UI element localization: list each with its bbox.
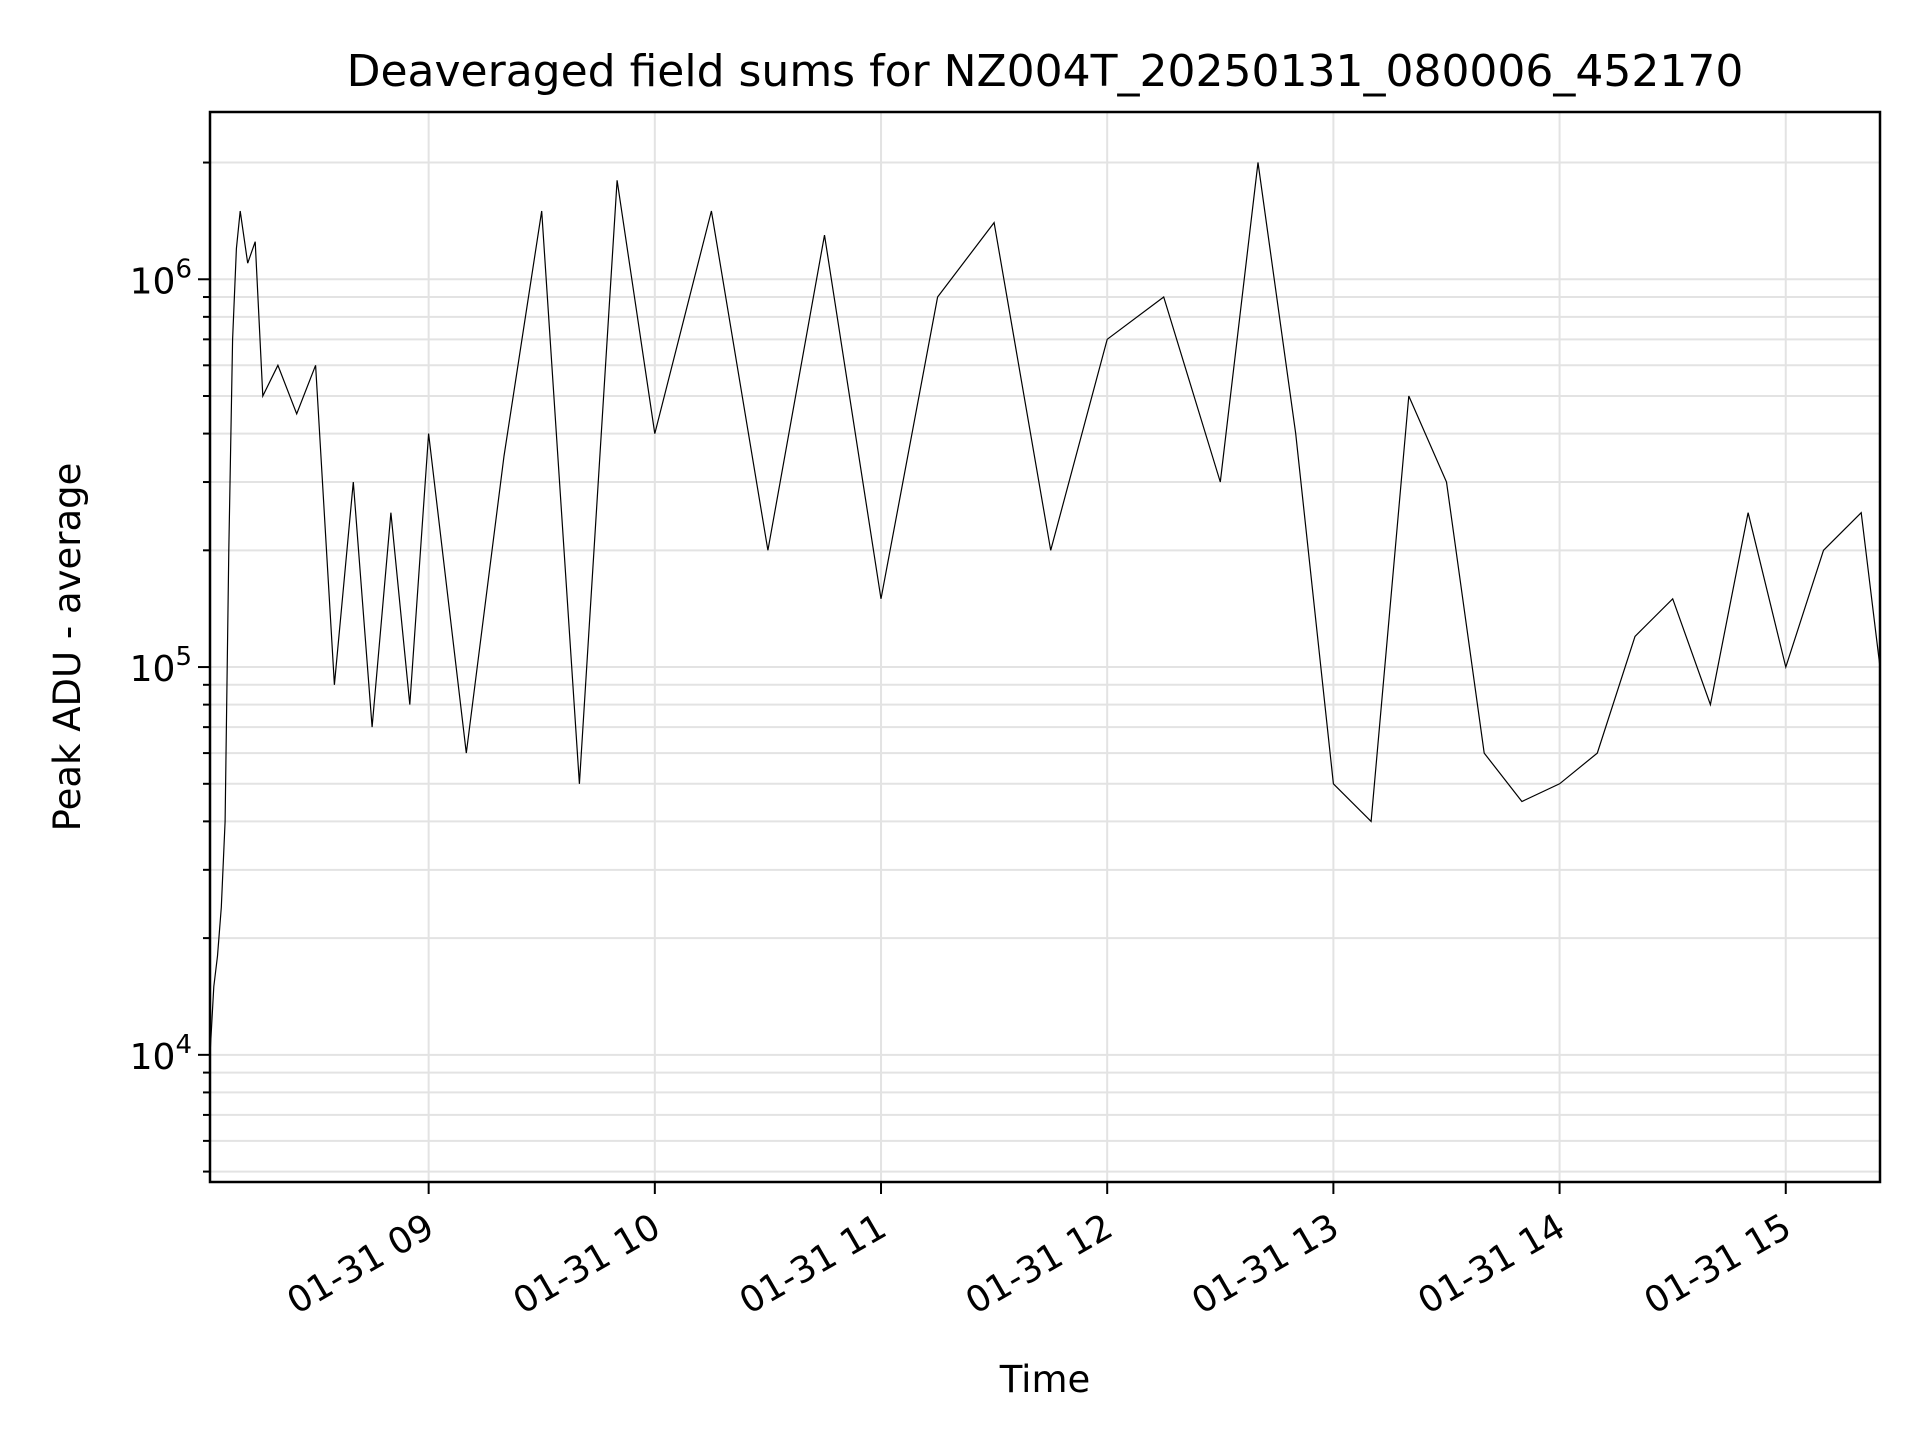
y-tick-label: 105 xyxy=(130,642,192,690)
grid-lines xyxy=(210,112,1880,1182)
series-layer xyxy=(209,162,1881,1055)
y-tick-label: 106 xyxy=(130,254,192,302)
y-tick-label: 104 xyxy=(130,1030,192,1078)
plot-frame xyxy=(208,110,1882,1184)
chart-title: Deaveraged field sums for NZ004T_2025013… xyxy=(347,46,1744,97)
y-axis-label: Peak ADU - average xyxy=(46,463,89,832)
series-line xyxy=(209,162,1881,1055)
x-axis-label: Time xyxy=(999,1358,1091,1401)
